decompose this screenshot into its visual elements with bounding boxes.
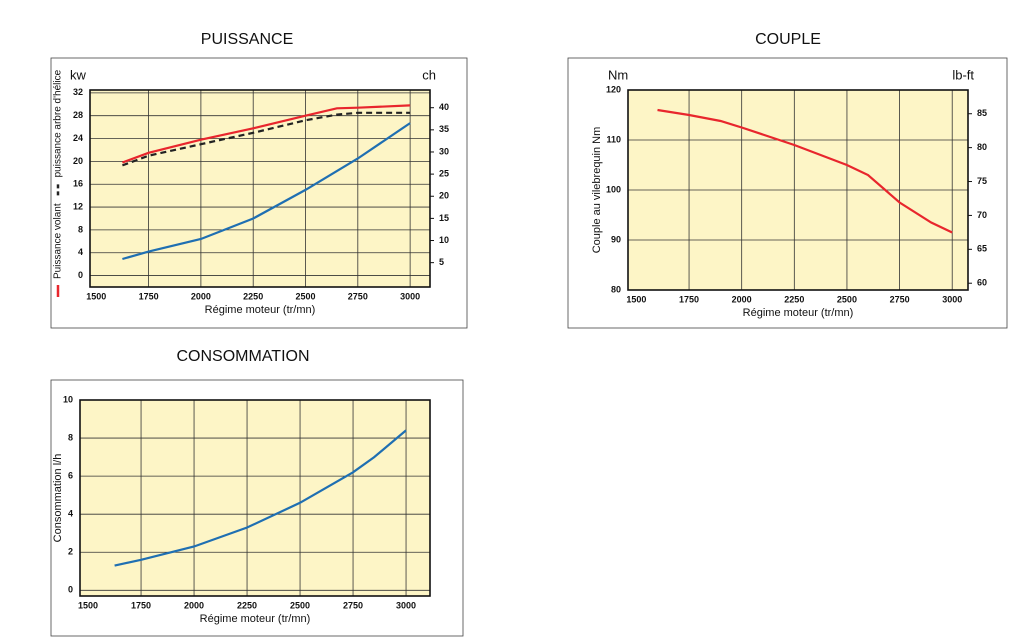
y2-tick-label: 85 — [977, 108, 987, 118]
y-axis-label: Couple au vilebrequin Nm — [591, 127, 603, 254]
y-tick-label: 110 — [606, 134, 621, 144]
y-tick-label: 80 — [611, 284, 621, 294]
y2-tick-label: 40 — [439, 102, 449, 112]
y-tick-label: 6 — [68, 470, 73, 480]
y-tick-label: 24 — [73, 133, 83, 143]
x-tick-label: 2250 — [237, 600, 257, 610]
y2-unit: ch — [422, 67, 436, 82]
x-tick-label: 1500 — [86, 291, 106, 301]
x-tick-label: 1750 — [139, 291, 159, 301]
plot-border — [627, 89, 969, 291]
series-line — [122, 104, 411, 164]
chart-title: PUISSANCE — [201, 31, 293, 48]
series-line — [657, 108, 953, 234]
y2-tick-label: 35 — [439, 124, 449, 134]
y-axis-label: Consommation l/h — [52, 454, 64, 543]
x-tick-label: 1500 — [78, 600, 98, 610]
x-tick-label: 2250 — [243, 291, 263, 301]
y2-tick-label: 80 — [977, 142, 987, 152]
y-unit: Nm — [608, 67, 628, 82]
x-tick-label: 2500 — [290, 600, 310, 610]
x-tick-label: 2750 — [343, 600, 363, 610]
series-line — [114, 429, 407, 567]
x-tick-label: 3000 — [942, 294, 962, 304]
y-tick-label: 0 — [78, 270, 83, 280]
y-tick-label: 4 — [78, 247, 83, 257]
y2-tick-label: 5 — [439, 257, 444, 267]
plot-area — [90, 90, 430, 287]
plot-border — [79, 399, 431, 597]
y-tick-label: 12 — [73, 201, 83, 211]
y-tick-label: 0 — [68, 585, 73, 595]
x-axis-label: Régime moteur (tr/mn) — [743, 307, 854, 319]
chart-title: CONSOMMATION — [176, 348, 309, 365]
series-line — [122, 122, 411, 261]
y2-tick-label: 30 — [439, 146, 449, 156]
y-unit: kw — [70, 67, 87, 82]
x-tick-label: 2500 — [837, 294, 857, 304]
plot-area — [80, 400, 430, 596]
x-tick-label: 1750 — [679, 294, 699, 304]
x-tick-label: 1500 — [626, 294, 646, 304]
x-tick-label: 2750 — [890, 294, 910, 304]
y2-tick-label: 10 — [439, 235, 449, 245]
y-tick-label: 16 — [73, 179, 83, 189]
x-tick-label: 2500 — [295, 291, 315, 301]
y-tick-label: 8 — [78, 224, 83, 234]
chart-title: COUPLE — [755, 31, 821, 48]
y2-tick-label: 15 — [439, 213, 449, 223]
x-tick-label: 2000 — [184, 600, 204, 610]
series-line — [122, 111, 411, 167]
y-tick-label: 20 — [73, 156, 83, 166]
y2-tick-label: 60 — [977, 278, 987, 288]
x-tick-label: 3000 — [400, 291, 420, 301]
y-tick-label: 8 — [68, 432, 73, 442]
x-axis-label: Régime moteur (tr/mn) — [200, 613, 311, 625]
x-tick-label: 3000 — [396, 600, 416, 610]
legend-label: Puissance volant — [53, 203, 64, 279]
y-tick-label: 90 — [611, 234, 621, 244]
x-tick-label: 2000 — [732, 294, 752, 304]
x-tick-label: 2000 — [191, 291, 211, 301]
x-tick-label: 1750 — [131, 600, 151, 610]
y-tick-label: 28 — [73, 110, 83, 120]
y2-tick-label: 20 — [439, 191, 449, 201]
y-tick-label: 2 — [68, 547, 73, 557]
y-tick-label: 4 — [68, 509, 73, 519]
x-tick-label: 2250 — [784, 294, 804, 304]
legend-label: puissance arbre d'hélice — [53, 69, 64, 177]
plot-border — [89, 89, 431, 288]
y-tick-label: 32 — [73, 87, 83, 97]
y-tick-label: 10 — [63, 394, 73, 404]
y2-tick-label: 25 — [439, 168, 449, 178]
x-tick-label: 2750 — [348, 291, 368, 301]
y-tick-label: 120 — [606, 84, 621, 94]
y2-unit: lb-ft — [952, 67, 974, 82]
y-tick-label: 100 — [606, 184, 621, 194]
x-axis-label: Régime moteur (tr/mn) — [205, 304, 316, 316]
y2-tick-label: 65 — [977, 244, 987, 254]
y2-tick-label: 75 — [977, 176, 987, 186]
y2-tick-label: 70 — [977, 210, 987, 220]
